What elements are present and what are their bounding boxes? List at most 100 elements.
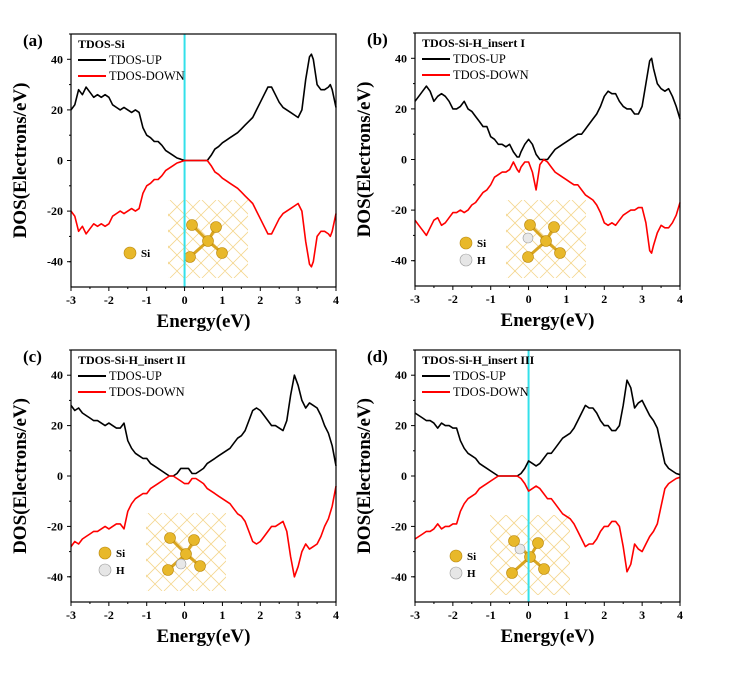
x-tick-label: -1 xyxy=(486,608,496,622)
legend-entry: TDOS-UP xyxy=(453,369,506,383)
y-axis-title: DOS(Electrons/eV) xyxy=(10,83,31,239)
x-tick-label: -2 xyxy=(104,608,114,622)
si-atom xyxy=(524,551,536,563)
series-line-down xyxy=(70,159,337,268)
x-axis-title: Energy(eV) xyxy=(501,310,595,331)
x-tick-label: -1 xyxy=(142,608,152,622)
y-tick-label: -40 xyxy=(47,570,63,584)
inset-atom-label: Si xyxy=(477,238,486,250)
crystal-structure-inset xyxy=(168,200,248,278)
legend-entry: TDOS-DOWN xyxy=(453,385,529,399)
x-tick-label: 3 xyxy=(295,608,301,622)
si-atom xyxy=(194,560,206,572)
y-tick-label: 40 xyxy=(51,52,63,66)
x-tick-label: -3 xyxy=(410,608,420,622)
inset-atom-label: H xyxy=(467,568,476,580)
x-tick-label: 2 xyxy=(257,608,263,622)
x-tick-label: 0 xyxy=(182,608,188,622)
h-legend-icon xyxy=(98,563,112,577)
si-legend-icon xyxy=(98,546,112,560)
x-tick-label: -1 xyxy=(486,292,496,306)
x-tick-label: -3 xyxy=(410,292,420,306)
x-tick-label: 3 xyxy=(639,292,645,306)
legend-entry: TDOS-DOWN xyxy=(453,68,529,82)
legend-title: TDOS-Si-H_insert III xyxy=(422,353,535,367)
si-atom xyxy=(532,537,544,549)
si-atom xyxy=(522,251,534,263)
si-atom xyxy=(524,219,536,231)
si-atom xyxy=(548,221,560,233)
y-tick-label: -20 xyxy=(391,203,407,217)
panel-c: (c) Si H -3 -2 -1 0 1 2 3 4 -40 -20 0 20 40 Energy(eV) DO… xyxy=(10,347,339,647)
x-tick-label: 4 xyxy=(677,292,683,306)
panel-label: (c) xyxy=(23,347,42,366)
si-atom xyxy=(202,235,214,247)
x-tick-label: 4 xyxy=(333,608,339,622)
h-atom xyxy=(514,543,526,555)
h-atom xyxy=(522,232,534,244)
si-atom xyxy=(188,534,200,546)
h-legend-icon xyxy=(449,566,463,580)
legend-entry: TDOS-UP xyxy=(109,369,162,383)
y-tick-label: -20 xyxy=(47,204,63,218)
y-tick-label: -40 xyxy=(391,254,407,268)
si-atom xyxy=(186,219,198,231)
si-atom xyxy=(184,251,196,263)
y-tick-label: -20 xyxy=(47,519,63,533)
legend-entry: TDOS-DOWN xyxy=(109,385,185,399)
inset-atom-label: H xyxy=(116,565,125,577)
h-atom xyxy=(175,558,187,570)
x-tick-label: 0 xyxy=(526,292,532,306)
si-atom xyxy=(210,221,222,233)
si-atom xyxy=(506,567,518,579)
legend-entry: TDOS-UP xyxy=(453,52,506,66)
y-tick-label: -40 xyxy=(47,255,63,269)
x-tick-label: -2 xyxy=(448,292,458,306)
x-axis-title: Energy(eV) xyxy=(157,626,251,647)
y-tick-label: 40 xyxy=(395,51,407,65)
inset-atom-label: Si xyxy=(141,248,150,260)
x-tick-label: 4 xyxy=(677,608,683,622)
x-tick-label: -1 xyxy=(142,293,152,307)
x-tick-label: 0 xyxy=(182,293,188,307)
si-atom xyxy=(216,247,228,259)
legend-title: TDOS-Si-H_insert II xyxy=(78,353,186,367)
si-atom xyxy=(554,247,566,259)
x-tick-label: -3 xyxy=(66,608,76,622)
si-legend-icon xyxy=(123,246,137,260)
legend-title: TDOS-Si-H_insert I xyxy=(422,36,525,50)
crystal-structure-inset xyxy=(506,200,586,278)
si-atom xyxy=(508,535,520,547)
panel-a: (a) Si -3 -2 -1 0 1 2 3 4 -40 -20 0 20 40 Energy(eV) DOS… xyxy=(10,31,339,332)
panel-d: (d) Si H -3 -2 -1 0 1 2 3 4 -40 -20 0 20 40 Energy(eV) DO… xyxy=(354,347,683,647)
si-legend-icon xyxy=(459,236,473,250)
y-tick-label: 20 xyxy=(51,419,63,433)
legend-title: TDOS-Si xyxy=(78,37,125,51)
legend-entry: TDOS-DOWN xyxy=(109,69,185,83)
y-tick-label: -20 xyxy=(391,519,407,533)
x-tick-label: 4 xyxy=(333,293,339,307)
x-tick-label: -2 xyxy=(448,608,458,622)
si-atom xyxy=(162,564,174,576)
x-tick-label: 2 xyxy=(601,292,607,306)
y-tick-label: 40 xyxy=(51,368,63,382)
h-legend-icon xyxy=(459,253,473,267)
lattice-lines xyxy=(490,515,570,595)
x-tick-label: 0 xyxy=(526,608,532,622)
panel-b: (b) Si H -3 -2 -1 0 1 2 3 4 -40 -20 0 20 40 Energy(eV) DO… xyxy=(354,30,683,331)
x-axis-title: Energy(eV) xyxy=(157,311,251,332)
series-line-up xyxy=(414,379,681,477)
y-tick-label: 0 xyxy=(57,154,63,168)
panel-label: (b) xyxy=(367,30,388,49)
si-atom xyxy=(180,548,192,560)
si-atom xyxy=(538,563,550,575)
y-tick-label: -40 xyxy=(391,570,407,584)
panel-label: (d) xyxy=(367,347,388,366)
si-legend-icon xyxy=(449,549,463,563)
x-tick-label: 3 xyxy=(295,293,301,307)
lattice-lines xyxy=(168,200,248,278)
crystal-structure-inset xyxy=(146,513,226,591)
panel-label: (a) xyxy=(23,31,43,50)
x-tick-label: 2 xyxy=(257,293,263,307)
y-tick-label: 20 xyxy=(51,103,63,117)
